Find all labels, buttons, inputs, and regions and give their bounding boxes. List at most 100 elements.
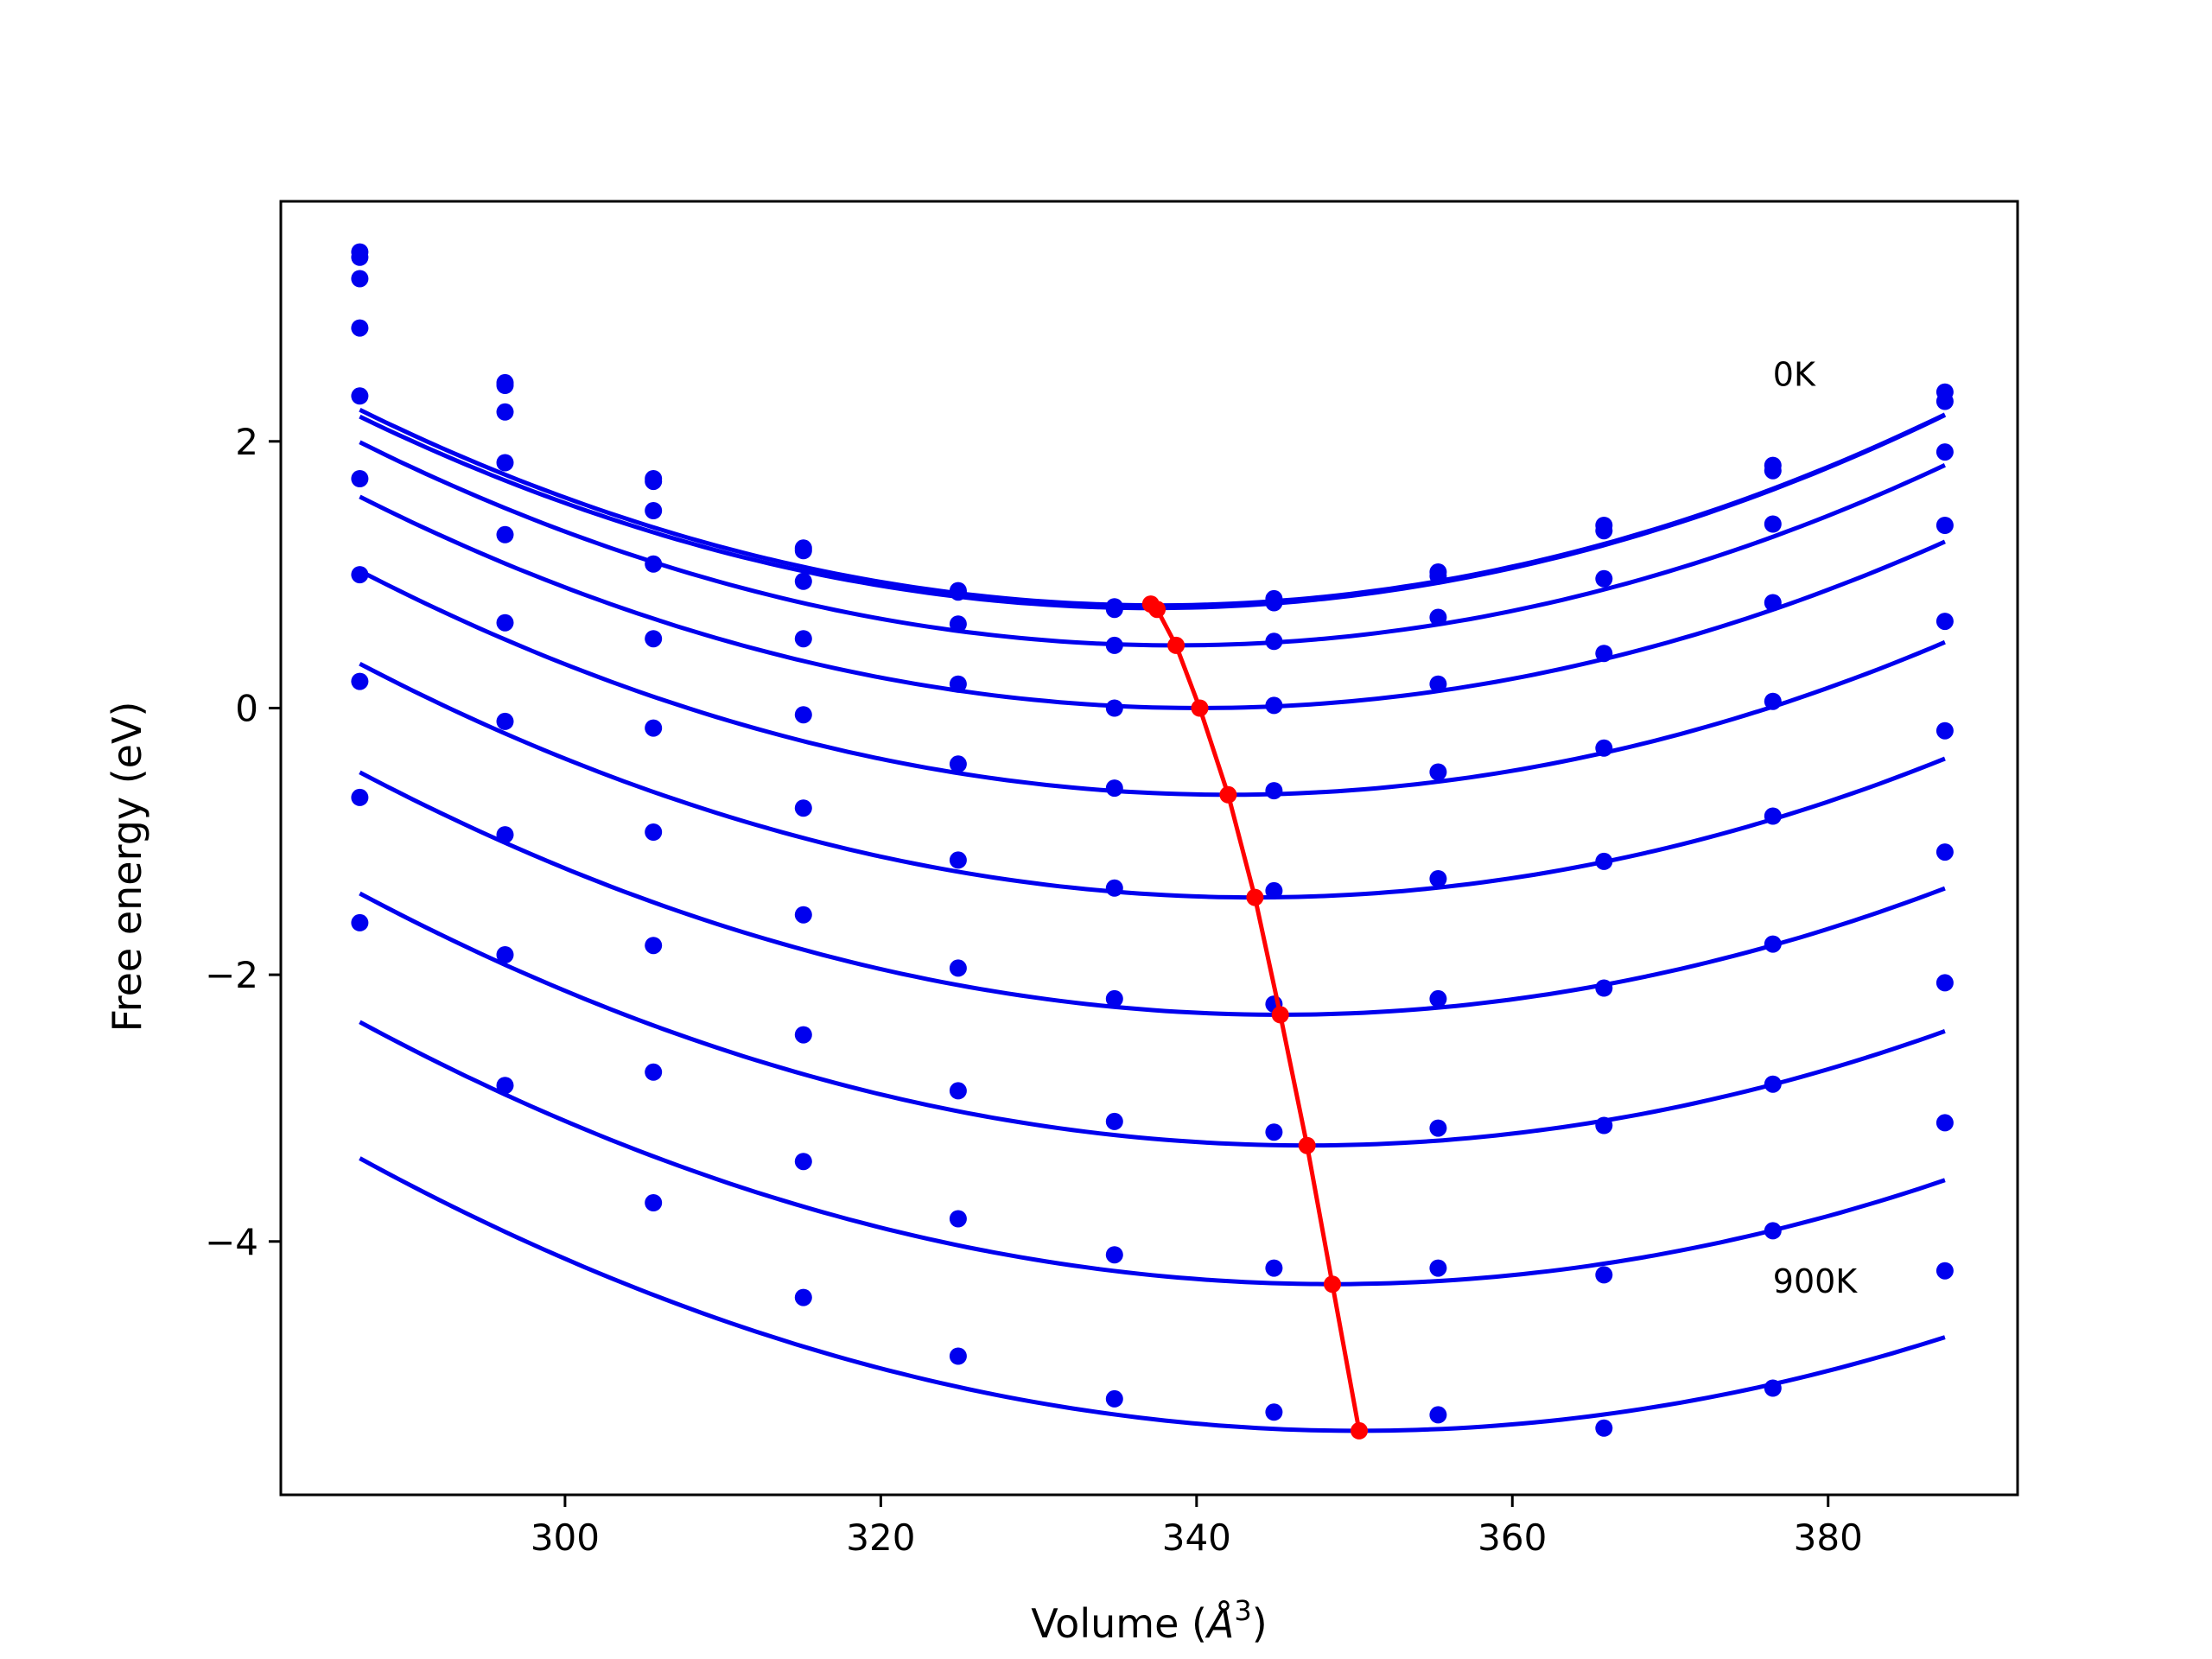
- data-point: [1764, 1379, 1782, 1397]
- data-point: [496, 403, 514, 421]
- temperature-annotation: 900K: [1773, 1262, 1859, 1300]
- data-point: [1936, 443, 1954, 461]
- data-point: [1429, 870, 1447, 887]
- data-point: [949, 959, 967, 977]
- data-point: [1105, 879, 1123, 897]
- data-point: [794, 706, 812, 724]
- minimum-point: [1167, 636, 1185, 654]
- data-point: [1764, 594, 1782, 612]
- data-point: [794, 572, 812, 590]
- data-point: [496, 826, 514, 844]
- data-point: [949, 615, 967, 633]
- data-point: [794, 906, 812, 924]
- data-point: [1936, 517, 1954, 534]
- data-point: [1764, 1075, 1782, 1093]
- data-point: [1764, 692, 1782, 710]
- data-point: [1105, 779, 1123, 798]
- data-point: [1764, 515, 1782, 533]
- data-point: [1105, 1389, 1123, 1408]
- data-point: [1105, 699, 1123, 717]
- annotations: 0K 900K: [1773, 356, 1859, 1300]
- data-point: [1764, 807, 1782, 825]
- data-point: [1265, 782, 1283, 800]
- data-point: [794, 542, 812, 560]
- data-point: [496, 454, 514, 472]
- data-point: [351, 270, 369, 288]
- data-point: [1265, 1123, 1283, 1141]
- data-point: [351, 672, 369, 690]
- y-axis-ticks: 2 0 −2 −4: [205, 421, 281, 1263]
- data-point: [949, 851, 967, 869]
- data-point: [1764, 461, 1782, 480]
- data-point: [351, 319, 369, 337]
- data-point: [1429, 989, 1447, 1007]
- fit-curve-400K: [359, 569, 1946, 798]
- data-point: [1595, 739, 1613, 757]
- data-point: [1595, 979, 1613, 997]
- data-point: [1595, 569, 1613, 588]
- data-point: [1105, 1112, 1123, 1130]
- data-point: [496, 525, 514, 543]
- minimum-point: [1271, 1006, 1289, 1024]
- data-point: [645, 555, 663, 573]
- y-tick-label: −2: [205, 954, 258, 996]
- data-point: [1429, 1259, 1447, 1277]
- y-axis-label: Free energy (eV): [104, 702, 150, 1033]
- data-point: [1429, 763, 1447, 781]
- data-point: [1936, 721, 1954, 740]
- data-point: [1265, 1403, 1283, 1421]
- fit-curves: [359, 408, 1946, 1433]
- data-point: [351, 248, 369, 266]
- data-point: [645, 473, 663, 491]
- data-point: [1265, 632, 1283, 651]
- data-point: [794, 799, 812, 817]
- data-point: [1595, 645, 1613, 663]
- data-point: [645, 1063, 663, 1081]
- y-tick-label: 0: [235, 687, 258, 729]
- data-point: [496, 613, 514, 632]
- data-point: [1105, 601, 1123, 619]
- data-point: [949, 1347, 967, 1365]
- data-point: [1105, 1246, 1123, 1264]
- x-axis-label-close: ): [1252, 1600, 1268, 1647]
- data-point: [1429, 608, 1447, 626]
- data-point: [351, 913, 369, 931]
- data-point: [1936, 1114, 1954, 1132]
- data-point: [351, 788, 369, 806]
- x-axis-ticks: 300 320 340 360 380: [531, 1495, 1863, 1559]
- x-axis-label-exponent: 3: [1234, 1594, 1251, 1627]
- data-point: [1936, 974, 1954, 992]
- data-point: [1429, 567, 1447, 585]
- fit-curve-300K: [359, 494, 1946, 710]
- minima-path: [1149, 602, 1362, 1432]
- x-axis-label-main: Volume (: [1031, 1600, 1207, 1647]
- minimum-point: [1298, 1136, 1316, 1154]
- x-axis-label-unit: Å: [1205, 1600, 1234, 1647]
- data-point: [1595, 1419, 1613, 1437]
- data-point: [1764, 1222, 1782, 1240]
- data-point: [645, 630, 663, 648]
- data-point: [1595, 1116, 1613, 1135]
- minimum-point: [1324, 1275, 1341, 1294]
- data-point: [1595, 522, 1613, 540]
- data-point: [351, 470, 369, 487]
- data-point: [496, 946, 514, 963]
- data-point: [1936, 613, 1954, 631]
- data-point: [645, 719, 663, 737]
- data-point: [949, 1210, 967, 1228]
- x-axis-label: Volume (Å3): [1031, 1594, 1267, 1647]
- minimum-point: [1148, 601, 1166, 619]
- minima-line: [1141, 595, 1368, 1440]
- data-point: [496, 712, 514, 730]
- data-point: [645, 1194, 663, 1211]
- minimum-point: [1351, 1421, 1368, 1440]
- x-tick-label: 340: [1162, 1516, 1231, 1559]
- data-point: [1265, 594, 1283, 612]
- fit-curve-500K: [359, 661, 1946, 900]
- data-point: [794, 630, 812, 648]
- data-point: [1429, 1119, 1447, 1137]
- data-point: [949, 583, 967, 601]
- data-point: [1936, 843, 1954, 861]
- data-point: [1936, 392, 1954, 410]
